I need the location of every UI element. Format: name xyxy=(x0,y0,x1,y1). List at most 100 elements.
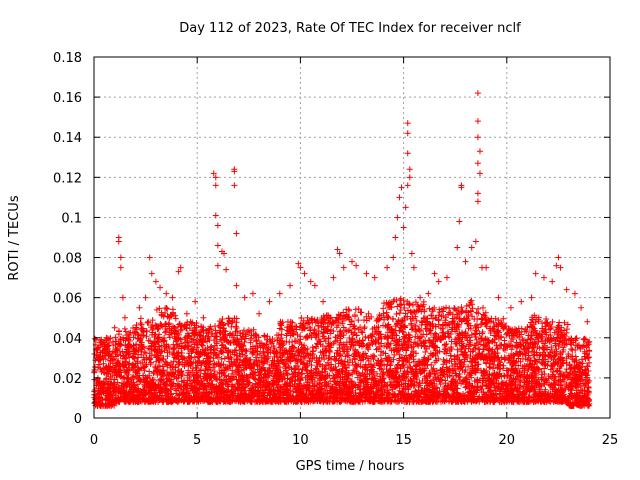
data-point xyxy=(197,373,204,380)
data-point xyxy=(160,338,167,345)
data-point xyxy=(155,383,162,390)
data-point xyxy=(137,315,144,322)
data-point xyxy=(169,366,176,373)
data-point xyxy=(145,319,152,326)
data-point xyxy=(168,382,175,389)
data-point xyxy=(472,330,479,337)
data-point xyxy=(185,346,192,353)
data-point xyxy=(191,395,198,402)
data-point xyxy=(352,313,359,320)
data-point xyxy=(185,342,192,349)
data-point xyxy=(161,347,168,354)
data-point xyxy=(473,309,480,316)
data-point xyxy=(121,363,128,370)
data-point xyxy=(178,340,185,347)
data-point xyxy=(454,346,461,353)
data-point xyxy=(412,299,419,306)
data-point xyxy=(112,342,119,349)
data-point xyxy=(138,390,145,397)
data-point xyxy=(115,341,122,348)
data-point xyxy=(145,337,152,344)
data-point xyxy=(154,335,161,342)
data-point xyxy=(168,376,175,383)
data-point xyxy=(175,374,182,381)
data-point xyxy=(182,321,189,328)
data-point xyxy=(119,362,126,369)
data-point xyxy=(92,400,99,407)
data-point xyxy=(286,339,293,346)
data-point xyxy=(95,387,102,394)
data-point xyxy=(146,350,153,357)
data-point xyxy=(98,400,105,407)
data-point xyxy=(98,390,105,397)
data-point xyxy=(103,402,110,409)
data-point xyxy=(397,295,404,302)
data-point xyxy=(96,395,103,402)
data-point xyxy=(167,359,174,366)
data-point xyxy=(147,361,154,368)
data-point xyxy=(105,382,112,389)
data-point xyxy=(155,363,162,370)
data-point xyxy=(116,388,123,395)
data-point xyxy=(168,391,175,398)
data-point xyxy=(166,344,173,351)
data-point xyxy=(114,379,121,386)
data-point xyxy=(169,371,176,378)
data-point xyxy=(422,348,429,355)
data-point xyxy=(140,354,147,361)
data-point xyxy=(94,345,101,352)
data-point xyxy=(106,348,113,355)
data-point xyxy=(129,354,136,361)
data-point xyxy=(178,367,185,374)
data-point xyxy=(130,334,137,341)
data-point xyxy=(133,345,140,352)
data-point xyxy=(135,335,142,342)
data-point xyxy=(332,357,339,364)
data-point xyxy=(161,370,168,377)
data-point xyxy=(130,379,137,386)
data-point xyxy=(120,334,127,341)
data-point xyxy=(155,349,162,356)
data-point xyxy=(97,355,104,362)
data-point xyxy=(105,386,112,393)
data-point xyxy=(380,305,387,312)
data-point xyxy=(156,343,163,350)
data-point xyxy=(166,320,173,327)
data-point xyxy=(163,381,170,388)
data-point xyxy=(103,395,110,402)
data-point xyxy=(99,347,106,354)
data-point xyxy=(126,360,133,367)
data-point xyxy=(396,302,403,309)
data-point xyxy=(136,375,143,382)
data-point xyxy=(175,361,182,368)
data-point xyxy=(178,378,185,385)
data-point xyxy=(139,326,146,333)
data-point xyxy=(140,332,147,339)
data-point xyxy=(156,331,163,338)
data-point xyxy=(132,385,139,392)
data-point xyxy=(116,361,123,368)
data-point xyxy=(145,397,152,404)
data-point xyxy=(475,305,482,312)
data-point xyxy=(154,326,161,333)
data-point xyxy=(175,372,182,379)
data-point xyxy=(174,381,181,388)
data-point xyxy=(178,322,185,329)
data-point xyxy=(113,383,120,390)
data-point xyxy=(178,350,185,357)
data-point xyxy=(162,329,169,336)
data-point xyxy=(117,373,124,380)
data-point xyxy=(163,305,170,312)
data-point xyxy=(194,372,201,379)
data-point xyxy=(177,327,184,334)
data-point xyxy=(121,374,128,381)
data-point xyxy=(164,353,171,360)
data-point xyxy=(278,331,285,338)
data-point xyxy=(156,397,163,404)
data-point xyxy=(396,310,403,317)
data-point xyxy=(149,327,156,334)
data-point xyxy=(114,370,121,377)
data-point xyxy=(104,380,111,387)
data-point xyxy=(135,374,142,381)
data-point xyxy=(185,396,192,403)
